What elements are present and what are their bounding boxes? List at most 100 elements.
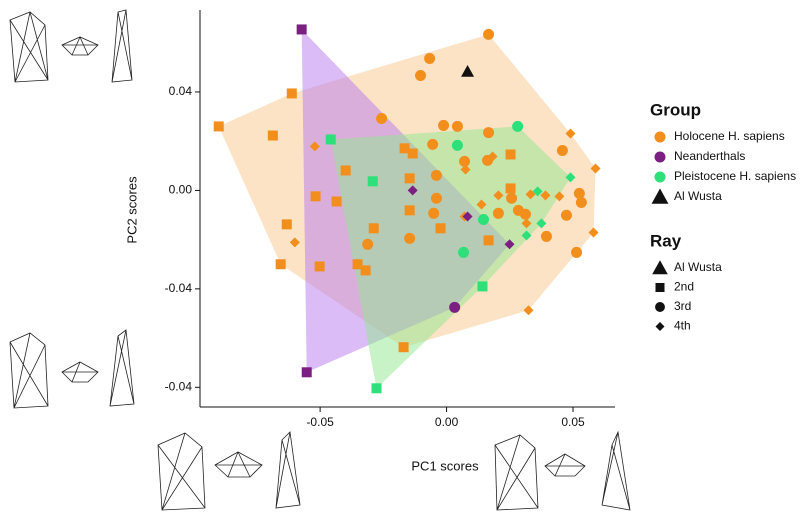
data-point xyxy=(521,218,532,229)
legend-marker xyxy=(652,260,668,275)
data-point xyxy=(371,383,382,394)
data-point xyxy=(560,209,572,221)
y-tick-label: 0.00 xyxy=(169,183,193,197)
data-point xyxy=(588,227,599,238)
data-point xyxy=(451,120,463,132)
data-point xyxy=(460,164,471,175)
data-point xyxy=(376,113,388,125)
data-point xyxy=(301,367,312,378)
legend-label: Pleistocene H. sapiens xyxy=(674,169,796,183)
legend-marker xyxy=(654,171,666,183)
data-point xyxy=(424,52,436,64)
data-point xyxy=(213,121,224,132)
data-point xyxy=(532,186,543,197)
data-point xyxy=(352,259,363,270)
data-point xyxy=(289,237,300,248)
legend-label: 4th xyxy=(674,319,691,333)
data-point xyxy=(360,265,371,276)
data-point xyxy=(451,139,463,151)
data-point xyxy=(565,172,576,183)
data-point xyxy=(462,211,473,222)
data-point xyxy=(521,230,532,241)
data-point xyxy=(427,138,439,150)
data-point xyxy=(525,189,536,200)
data-point xyxy=(331,196,342,207)
data-point xyxy=(310,191,321,202)
data-point xyxy=(554,191,565,202)
data-point xyxy=(573,187,585,199)
data-point xyxy=(340,165,351,176)
data-point xyxy=(296,24,307,35)
data-point xyxy=(540,190,551,201)
data-point xyxy=(267,130,278,141)
data-point xyxy=(458,246,470,258)
data-point xyxy=(483,235,494,246)
data-point xyxy=(435,223,446,234)
legend-marker xyxy=(655,302,665,312)
data-point xyxy=(367,176,378,187)
data-point xyxy=(505,183,516,194)
data-point xyxy=(430,169,442,181)
legend-marker xyxy=(654,131,666,143)
data-point xyxy=(483,28,495,40)
data-point xyxy=(477,213,489,225)
data-point xyxy=(571,246,583,258)
data-point xyxy=(575,196,587,208)
y-tick-label: -0.04 xyxy=(165,379,193,393)
data-point xyxy=(362,238,374,250)
data-point xyxy=(407,185,418,196)
data-point xyxy=(449,301,461,313)
y-tick-label: 0.04 xyxy=(169,84,193,98)
x-tick-label: 0.05 xyxy=(561,415,585,429)
data-point xyxy=(519,208,531,220)
data-point xyxy=(477,281,488,292)
legend-marker xyxy=(655,322,665,331)
legend-marker xyxy=(651,188,669,204)
x-tick-label: 0.00 xyxy=(435,415,459,429)
data-point xyxy=(459,155,471,167)
data-point xyxy=(286,88,297,99)
legend-title: Group xyxy=(650,100,701,119)
data-point xyxy=(506,192,518,204)
data-point xyxy=(523,305,534,316)
y-tick-label: -0.04 xyxy=(165,281,193,295)
data-point xyxy=(483,127,495,139)
legend-label: Al Wusta xyxy=(674,260,722,274)
data-point xyxy=(438,119,450,131)
data-point xyxy=(565,128,576,139)
legend-label: 3rd xyxy=(674,299,691,313)
legend-marker xyxy=(654,151,666,163)
data-point xyxy=(476,199,487,210)
data-point xyxy=(281,219,292,230)
data-point xyxy=(505,149,516,160)
y-axis-label: PC2 scores xyxy=(124,176,139,244)
data-point xyxy=(556,145,568,157)
legend-label: Holocene H. sapiens xyxy=(674,129,785,143)
data-point xyxy=(428,207,440,219)
data-point xyxy=(590,163,601,174)
data-point xyxy=(325,134,336,145)
data-point xyxy=(430,192,442,204)
data-point xyxy=(368,223,379,234)
data-point xyxy=(275,259,286,270)
data-point xyxy=(504,239,515,250)
legend-label: 2nd xyxy=(674,280,694,294)
data-point xyxy=(492,207,504,219)
data-point xyxy=(309,141,320,152)
data-point xyxy=(314,261,325,272)
x-axis-label: PC1 scores xyxy=(411,458,479,473)
data-point xyxy=(404,232,416,244)
legend-title: Ray xyxy=(650,231,682,250)
data-point xyxy=(512,120,524,132)
data-point xyxy=(493,190,504,201)
shape-thumbnails xyxy=(9,9,631,511)
x-tick-label: -0.05 xyxy=(306,415,334,429)
legend-label: Al Wusta xyxy=(674,189,722,203)
data-point xyxy=(536,218,547,229)
data-point xyxy=(540,230,552,242)
data-point xyxy=(399,143,410,154)
data-point xyxy=(398,342,409,353)
data-point xyxy=(461,65,475,77)
legend-label: Neanderthals xyxy=(674,149,745,163)
